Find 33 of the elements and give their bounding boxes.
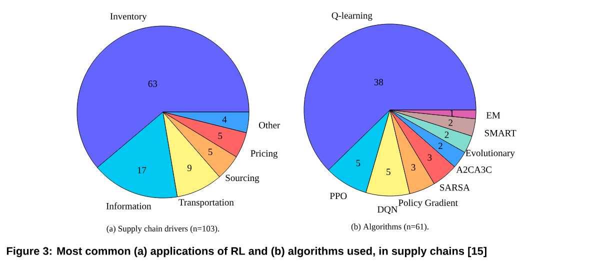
data-label: 9 [187, 164, 192, 172]
data-label: 2 [438, 142, 442, 150]
data-label: 38 [374, 78, 384, 86]
slice-label: Other [258, 122, 280, 128]
data-label: 3 [411, 164, 416, 171]
text: (a) Supply chain drivers (n=103). [106, 226, 220, 234]
data-label: 5 [356, 160, 360, 166]
data-label: 4 [222, 116, 227, 123]
data-label: 17 [138, 167, 146, 174]
slice-label: Pricing [250, 150, 278, 159]
slice-label: Inventory [110, 13, 147, 22]
slice-label: SMART [484, 130, 516, 136]
slice-label: PPO [330, 192, 347, 200]
slice-label: Transportation [178, 199, 234, 208]
data-label: 2 [444, 132, 449, 138]
data-label: 63 [148, 80, 158, 87]
slice-label: Evolutionary [466, 150, 515, 158]
text: (b) Algorithms (n=61). [351, 224, 428, 232]
slice-label: EM [486, 112, 500, 118]
text: Figure 3: Most common (a) applications of RL and (b) algorithms used, in supply chains [15] [6, 246, 486, 258]
slice-label: Policy Gradient [398, 199, 458, 208]
slice-label: A2CA3C [456, 166, 492, 173]
slice-label: Information [106, 202, 152, 210]
slice-label: Sourcing [226, 174, 260, 184]
slice-label: Q-learning [332, 12, 372, 21]
data-label: 2 [448, 120, 452, 126]
data-label: 5 [208, 148, 212, 156]
slice-label: DQN [377, 206, 398, 214]
data-label: 5 [218, 132, 222, 140]
data-label: 3 [428, 154, 432, 161]
slice-label: SARSA [440, 184, 470, 191]
data-label: 1 [450, 110, 454, 116]
data-label: 5 [386, 168, 390, 176]
